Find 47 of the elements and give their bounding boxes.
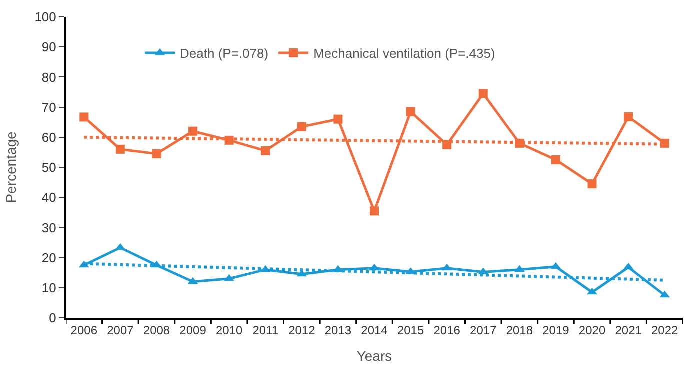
x-tick-label: 2017 <box>470 323 498 338</box>
x-tick-label: 2016 <box>434 323 461 338</box>
x-tick-label: 2019 <box>542 323 570 338</box>
point <box>370 206 379 216</box>
y-tick-label: 60 <box>42 130 56 145</box>
point <box>588 180 597 189</box>
x-tick-label: 2014 <box>361 323 388 338</box>
point <box>261 146 270 156</box>
x-tick-label: 2015 <box>397 323 424 338</box>
point <box>152 149 162 158</box>
x-axis-title: Years <box>356 348 392 364</box>
point <box>406 107 416 116</box>
x-tick-label: 2007 <box>107 323 134 338</box>
legend-label: Mechanical ventilation (P=.435) <box>314 46 496 62</box>
point <box>660 138 670 148</box>
y-tick-label: 0 <box>49 310 56 326</box>
point <box>624 112 634 122</box>
point <box>297 122 306 132</box>
y-tick-label: 20 <box>42 250 56 266</box>
point <box>478 89 488 98</box>
x-tick-label: 2021 <box>615 323 642 338</box>
point <box>80 112 89 122</box>
point <box>116 144 125 154</box>
point <box>551 155 560 164</box>
x-tick-label: 2006 <box>70 323 98 338</box>
y-axis-title: Percentage <box>2 131 19 204</box>
y-tick-label: 90 <box>42 40 56 55</box>
y-tick-label: 100 <box>34 10 56 25</box>
x-tick-label: 2013 <box>324 323 352 338</box>
x-tick-label: 2011 <box>252 323 279 338</box>
x-tick-label: 2010 <box>216 323 243 338</box>
x-tick-label: 2020 <box>578 323 606 338</box>
x-tick-label: 2012 <box>288 323 316 338</box>
x-tick-label: 2009 <box>180 323 207 338</box>
x-tick-label: 2018 <box>506 323 534 338</box>
legend-label: Death (P=.078) <box>180 46 269 62</box>
y-tick-label: 30 <box>42 220 56 236</box>
x-tick-label: 2022 <box>652 323 679 338</box>
y-tick-label: 70 <box>42 100 56 115</box>
y-tick-label: 10 <box>42 280 56 296</box>
y-tick-label: 40 <box>42 190 56 206</box>
point <box>334 114 343 124</box>
point <box>188 126 198 136</box>
y-tick-label: 80 <box>42 70 56 85</box>
point <box>587 288 598 295</box>
x-tick-label: 2008 <box>143 323 170 338</box>
y-tick-label: 50 <box>42 160 56 176</box>
